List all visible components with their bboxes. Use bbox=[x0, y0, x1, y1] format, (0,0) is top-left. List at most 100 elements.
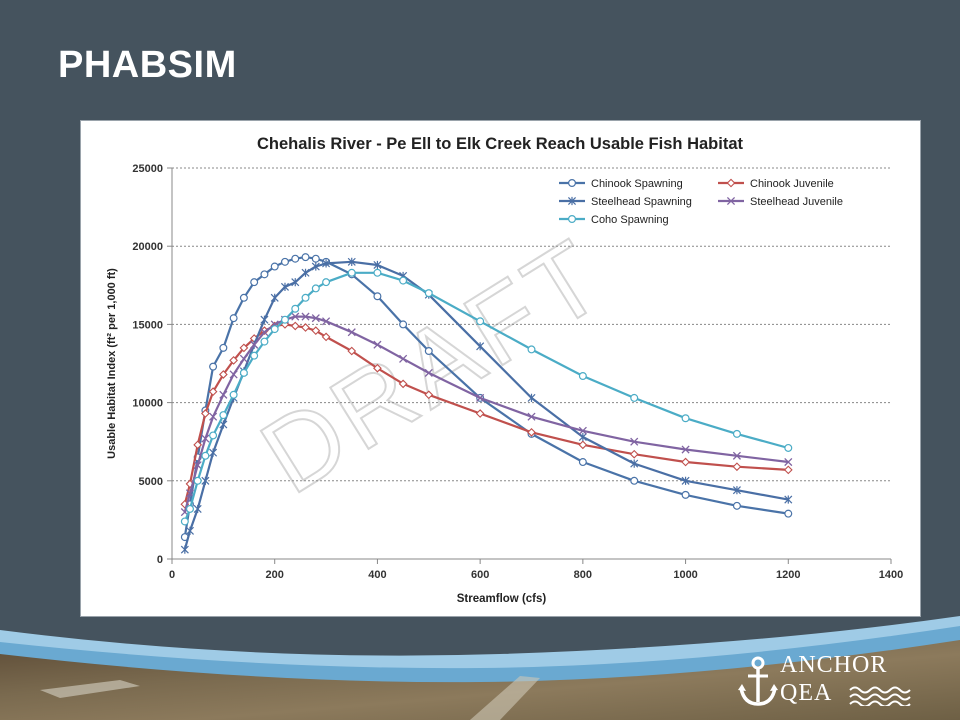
data-point bbox=[567, 196, 577, 206]
data-point bbox=[568, 178, 577, 187]
data-point bbox=[260, 270, 269, 279]
chart-frame: DRAFT 0 200 400 600 800 1000 1200 1400 0 5000 10000… bbox=[80, 120, 921, 617]
data-point bbox=[373, 292, 382, 301]
data-point bbox=[783, 465, 793, 475]
data-point bbox=[347, 257, 356, 266]
data-point bbox=[209, 362, 218, 371]
data-point bbox=[726, 196, 736, 206]
data-point bbox=[629, 449, 639, 459]
data-point bbox=[180, 545, 189, 554]
x-tick-label: 800 bbox=[574, 569, 592, 581]
data-point bbox=[201, 451, 210, 460]
x-tick-label: 0 bbox=[169, 569, 175, 581]
data-point bbox=[280, 257, 289, 266]
data-point bbox=[527, 412, 536, 421]
data-point bbox=[578, 432, 587, 442]
logo-text-anchor: ANCHOR bbox=[780, 652, 888, 678]
data-point bbox=[398, 379, 408, 389]
y-tick-label: 10000 bbox=[132, 398, 163, 410]
data-point bbox=[185, 504, 194, 513]
legend-label: Steelhead Spawning bbox=[591, 196, 692, 208]
data-point bbox=[260, 328, 269, 337]
data-point bbox=[347, 328, 356, 337]
legend-label: Coho Spawning bbox=[591, 214, 669, 226]
data-point bbox=[193, 476, 202, 485]
data-point bbox=[280, 282, 290, 291]
y-tick-label: 25000 bbox=[132, 163, 163, 175]
data-point bbox=[726, 178, 736, 188]
data-point bbox=[424, 346, 433, 355]
data-point bbox=[218, 370, 228, 379]
data-point bbox=[732, 451, 741, 460]
data-point bbox=[250, 340, 259, 349]
data-point bbox=[373, 260, 382, 270]
data-point bbox=[321, 332, 331, 342]
data-point bbox=[630, 476, 639, 485]
data-point bbox=[732, 429, 741, 438]
data-point bbox=[250, 278, 259, 287]
data-point bbox=[239, 368, 248, 377]
data-point bbox=[732, 486, 741, 495]
data-point bbox=[239, 343, 249, 353]
y-tick-label: 0 bbox=[157, 554, 163, 566]
legend-entry: Coho Spawning bbox=[559, 214, 669, 226]
data-point bbox=[578, 458, 587, 467]
anchor-qea-logo: ANCHOR QEA bbox=[738, 650, 928, 714]
data-point bbox=[208, 387, 218, 397]
legend-label: Steelhead Juvenile bbox=[750, 196, 843, 208]
x-tick-label: 1000 bbox=[673, 569, 697, 581]
data-point bbox=[630, 437, 639, 446]
data-point bbox=[476, 317, 485, 326]
data-point bbox=[681, 414, 690, 423]
data-point bbox=[280, 315, 289, 324]
data-point bbox=[229, 314, 238, 323]
data-point bbox=[209, 431, 218, 440]
data-point bbox=[185, 526, 194, 535]
data-point bbox=[784, 443, 793, 452]
data-point bbox=[347, 268, 356, 277]
data-point bbox=[229, 370, 238, 379]
data-point bbox=[322, 259, 331, 268]
y-tick-label: 15000 bbox=[132, 319, 163, 331]
x-tick-label: 200 bbox=[266, 569, 284, 581]
data-point bbox=[424, 368, 433, 377]
data-point bbox=[476, 393, 485, 402]
x-tick-label: 400 bbox=[368, 569, 386, 581]
data-point bbox=[578, 426, 587, 435]
data-point bbox=[527, 393, 536, 403]
data-point bbox=[291, 304, 300, 313]
series-steelhead-juvenile bbox=[180, 312, 793, 517]
data-point bbox=[185, 489, 195, 498]
anchor-icon bbox=[738, 656, 778, 706]
data-point bbox=[322, 278, 331, 287]
data-point bbox=[527, 427, 536, 437]
data-point bbox=[399, 354, 408, 363]
logo-waves bbox=[849, 686, 911, 706]
data-point bbox=[784, 495, 793, 504]
data-point bbox=[291, 312, 300, 321]
data-point bbox=[322, 317, 331, 326]
data-point bbox=[239, 293, 248, 302]
data-point bbox=[270, 262, 279, 271]
legend-entry: Chinook Juvenile bbox=[718, 178, 834, 190]
data-point bbox=[527, 345, 536, 354]
data-point bbox=[301, 323, 310, 332]
data-point bbox=[578, 440, 588, 450]
data-point bbox=[239, 354, 248, 363]
slide-title: PHABSIM bbox=[58, 44, 237, 86]
legend-entry: Chinook Spawning bbox=[559, 178, 683, 190]
x-tick-label: 1400 bbox=[879, 569, 903, 581]
x-tick-label: 600 bbox=[471, 569, 489, 581]
data-point bbox=[229, 355, 239, 365]
data-point bbox=[229, 390, 238, 399]
data-point bbox=[301, 268, 310, 277]
data-point bbox=[209, 448, 218, 457]
data-point bbox=[209, 412, 218, 421]
data-point bbox=[219, 411, 228, 420]
legend-entry: Steelhead Spawning bbox=[559, 196, 692, 208]
data-point bbox=[373, 363, 382, 373]
data-point bbox=[399, 276, 408, 285]
data-point bbox=[219, 343, 228, 352]
data-point bbox=[290, 321, 300, 331]
data-point bbox=[475, 409, 485, 418]
